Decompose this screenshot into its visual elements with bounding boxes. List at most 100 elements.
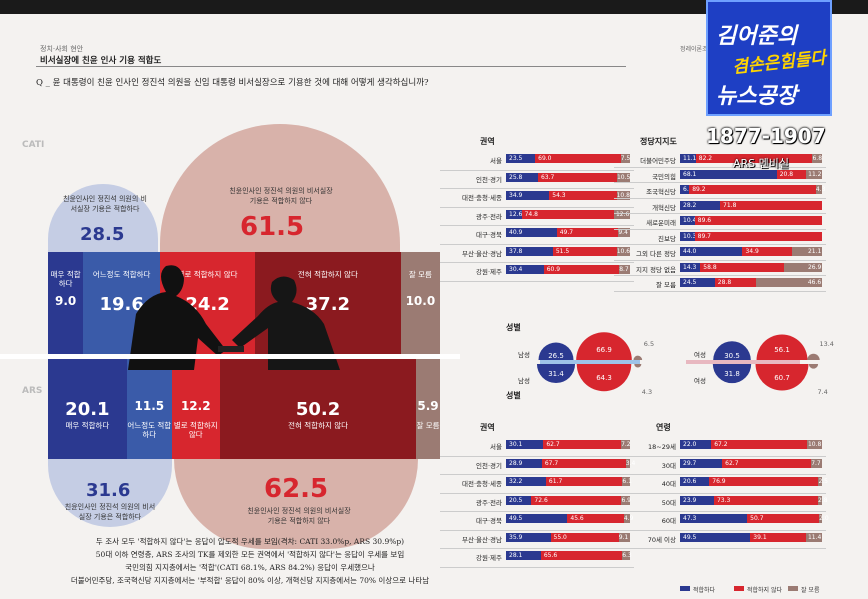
row-label: 50대 [661,498,676,507]
row-divider [440,262,634,263]
page-title: 비서실장에 친윤 인사 기용 적합도 [40,56,162,66]
cati-segment-value: 10.0 [405,294,436,308]
bar-segment: 65.6 [540,551,623,560]
bar-value: 2.8 [818,496,828,504]
bar-segment: 3.4 [625,458,635,468]
gender-title-ars: 성별 [506,391,521,400]
header-divider [36,66,626,67]
bubble-gray-ars [634,364,642,368]
photo-handshake [128,265,340,370]
bar-value: 47.3 [683,515,697,522]
bubble-blue-cati [538,342,574,360]
ars-inappropriate-bubble [174,459,418,549]
ars-appropriate-total: 31.6 [86,480,131,501]
bubble-red-ars [755,364,809,391]
row-label: 국민의힘 [652,172,676,181]
bar-segment: 10.4 [680,216,697,225]
bar-value: 6.8 [812,155,823,162]
bubble-blue-ars [536,364,576,384]
bar-value: 14.3 [683,263,697,271]
row-label: 새로운미래 [646,219,676,227]
row-label: 인천·경기 [476,461,502,470]
legend-label: 적합하다 [693,587,716,594]
bar-segment: 32.2 [506,477,546,486]
bar-value: 10.3 [683,232,697,240]
bar-value: 89.6 [697,217,712,224]
row-label: 서울 [490,443,502,451]
legend-label: 적합하지 않다 [747,587,783,594]
bar-segment: 28.9 [506,458,542,468]
ars-label: ARS [22,386,43,396]
bar-value: 30.4 [509,266,523,273]
row-label: 대구·경북 [476,517,502,525]
bar-segment: 11.2 [806,169,823,179]
bar-segment: 28.8 [714,278,756,287]
bar-value: 2.0 [819,515,829,522]
bar-value: 54.3 [552,192,566,199]
bar-value: 89.2 [692,186,706,193]
cati-appropriate-caption: 친윤인사인 정진석 의원의 비서실장 기용은 적합하다 [63,195,147,213]
row-label: 광주·전라 [476,498,502,507]
row-divider [614,182,826,183]
row-divider [440,474,634,475]
bar-segment: 76.9 [709,477,819,486]
bar-segment: 23.9 [680,495,714,505]
bar-value: 11.2 [808,170,822,178]
bar-value: 60.9 [546,266,561,273]
bar-segment: 12.6 [614,209,630,219]
bar-segment: 9.1 [618,532,630,542]
row-divider [614,492,826,494]
bar-value: 9.4 [618,229,628,236]
bar-segment: 89.7 [694,231,822,241]
row-label: 강원·제주 [476,554,502,562]
legend-swatch [680,586,690,591]
row-label: 대전·충청·세종 [461,194,502,202]
ars-segment-label: 별로 적합하지 않다 [173,421,218,439]
survey-divider-band [0,354,460,359]
bubble-value: 30.5 [724,352,740,360]
bar-value: 82.2 [698,155,713,162]
footnote-line: 두 조사 모두 '적합하지 않다'는 응답이 압도적 우세를 보임(격차: CA… [95,537,405,546]
bar-value: 11.1 [683,155,697,162]
ars-segment-value: 11.5 [134,399,165,413]
bar-segment: 4.3 [815,185,825,194]
ars-segment-0: 매우 적합하다 20.1 [48,359,127,459]
row-divider [614,529,826,531]
bar-segment: 35.9 [506,532,551,542]
bar-segment: 34.9 [742,247,793,256]
chart-title: 권역 [480,423,495,432]
row-label: 개혁신당 [652,203,676,212]
bar-segment: 49.7 [556,228,619,237]
bar-value: 12.6 [509,210,523,218]
bar-segment: 49.5 [506,514,568,523]
bar-value: 55.0 [553,533,567,541]
bar-segment: 82.2 [695,154,813,163]
bar-value: 61.7 [548,478,563,485]
row-divider [440,243,634,245]
bar-value: 10.4 [683,217,697,224]
legend-label: 잘 모름 [801,587,820,594]
bubble-red-cati [576,332,632,360]
bubble-gray-cati [633,355,643,360]
bar-segment: 20.8 [776,169,807,179]
chart-title: 권역 [480,137,495,146]
row-label: 더불어민주당 [640,157,676,165]
row-divider [440,548,634,549]
bar-segment: 14.3 [680,262,701,272]
row-label: 30대 [661,461,676,470]
gender-title-cati: 성별 [506,323,521,332]
bar-segment: 30.1 [506,440,544,449]
bar-segment: 39.1 [750,532,806,542]
bar-segment: 55.0 [550,532,619,542]
bar-value: 49.7 [559,229,574,236]
bar-segment: 47.3 [680,514,748,523]
bubble-value: 31.4 [548,370,564,378]
cati-segment-4: 잘 모름 10.0 [400,252,440,354]
gender-label: 여성 [694,376,706,385]
bar-segment: 44.0 [680,247,743,256]
gender-label: 남성 [518,350,530,359]
bar-segment: 10.5 [616,172,630,182]
row-divider [614,213,826,214]
bar-segment: 62.7 [722,458,812,468]
ars-inappropriate-caption: 친윤인사인 정진석 의원의 비서실장 기용은 적합하지 않다 [247,507,351,525]
